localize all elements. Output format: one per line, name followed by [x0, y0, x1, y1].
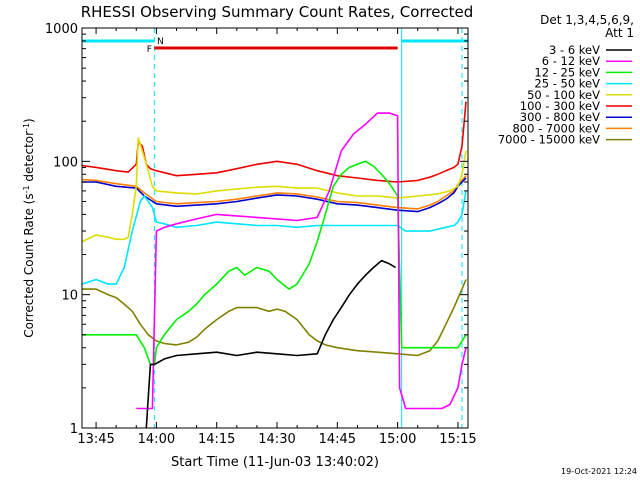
- series-line: [82, 177, 467, 213]
- x-tick-label: 14:15: [198, 432, 235, 447]
- x-axis-label: Start Time (11-Jun-03 13:40:02): [171, 455, 379, 470]
- series-line: [81, 137, 467, 243]
- legend-label: 3 - 6 keV: [549, 43, 600, 57]
- legend-label: 12 - 25 keV: [534, 65, 600, 79]
- x-tick-label: 15:00: [379, 432, 416, 447]
- legend-label: 50 - 100 keV: [527, 88, 600, 102]
- plot-frame: [81, 27, 469, 429]
- x-tick-label: 13:45: [77, 432, 114, 447]
- series-line: [136, 112, 467, 410]
- y-tick-label: 10: [61, 289, 78, 304]
- y-tick-label: 100: [53, 155, 78, 170]
- series-line: [82, 279, 467, 357]
- series-line: [82, 160, 467, 366]
- axis-ticks: 13:45 14:00 14:15 14:30 14:45 15:00 15:15 1 10 10…: [45, 22, 477, 447]
- y-axis-label-part: Corrected Count Rate (s: [22, 193, 36, 337]
- series-line: [81, 190, 467, 285]
- plot-area: NF: [81, 28, 468, 429]
- x-tick-label: 14:45: [319, 432, 356, 447]
- y-axis-label-part: ): [22, 118, 36, 123]
- x-tick-label: 15:15: [439, 432, 476, 447]
- legend-header: Det 1,3,4,5,6,9,: [540, 13, 634, 27]
- x-tick-label: 14:30: [258, 432, 295, 447]
- legend-header: Att 1: [605, 26, 634, 40]
- flag-label-n: N: [157, 37, 164, 47]
- legend-label: 800 - 7000 keV: [512, 121, 600, 135]
- legend-label: 100 - 300 keV: [520, 99, 600, 113]
- flag-label-f: F: [147, 45, 152, 55]
- y-axis-label-exponent: -1: [22, 185, 31, 193]
- chart-title: RHESSI Observing Summary Count Rates, Co…: [81, 3, 474, 21]
- x-tick-label: 14:00: [138, 432, 175, 447]
- y-axis-label: Corrected Count Rate (s-1 detector-1): [22, 118, 37, 337]
- legend-label: 25 - 50 keV: [534, 77, 600, 91]
- legend-label: 6 - 12 keV: [542, 54, 600, 68]
- timestamp: 19-Oct-2021 12:24: [561, 467, 637, 476]
- legend-label: 7000 - 15000 keV: [498, 133, 600, 147]
- y-axis-label-exponent: -1: [22, 123, 31, 131]
- y-tick-label: 1000: [45, 22, 78, 37]
- legend-label: 300 - 800 keV: [520, 110, 600, 124]
- y-axis-label-part: detector: [22, 131, 36, 186]
- series-line: [81, 175, 467, 210]
- series-line: [145, 259, 397, 429]
- y-tick-label: 1: [70, 422, 78, 437]
